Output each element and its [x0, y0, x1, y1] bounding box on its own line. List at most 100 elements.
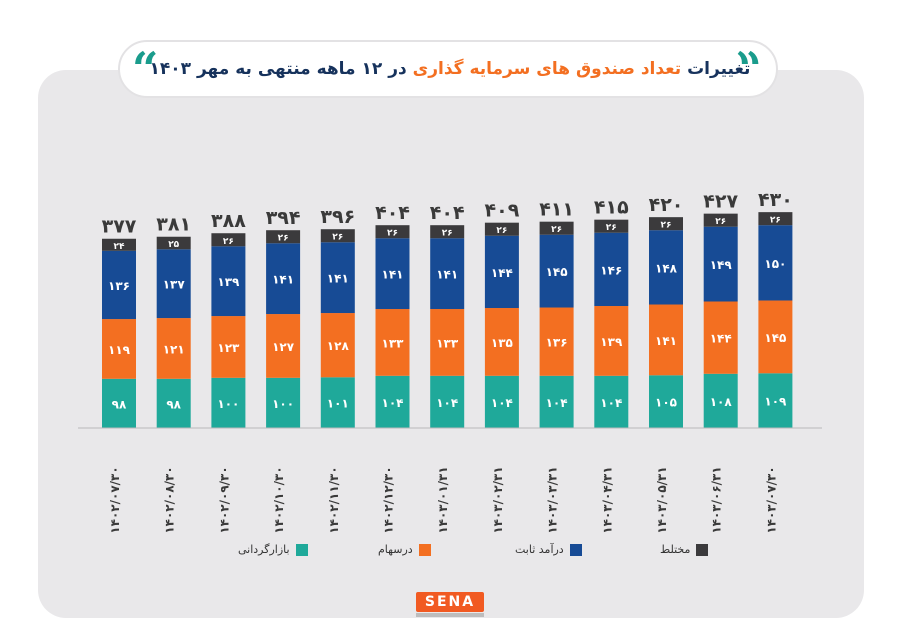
title-part-1: تغییرات	[687, 59, 751, 79]
data-label: ۱۴۱	[655, 334, 677, 348]
bar-segment	[758, 373, 793, 428]
bar-segment	[156, 318, 191, 379]
bar-segment	[484, 375, 519, 428]
bar-segment	[102, 378, 136, 428]
bar-segment	[102, 250, 136, 320]
bar-segment	[375, 238, 410, 310]
data-label: ۲۶	[387, 229, 398, 239]
data-label: ۱۰۸	[710, 395, 733, 409]
total-label: ۴۰۹	[485, 200, 520, 222]
x-tick-label: ۱۴۰۳/۰۷/۳۰	[764, 466, 778, 533]
total-label: ۳۹۶	[320, 206, 355, 228]
data-label: ۱۰۵	[655, 396, 677, 410]
data-label: ۱۴۸	[655, 261, 678, 275]
bar-segment	[102, 319, 136, 379]
total-label: ۳۷۷	[102, 216, 137, 238]
bar-segment	[156, 236, 191, 250]
bar-segment	[649, 217, 683, 231]
bar-segment	[539, 234, 574, 308]
data-label: ۱۰۱	[327, 397, 349, 411]
data-label: ۱۰۹	[764, 395, 787, 409]
bar-segment	[156, 249, 191, 319]
bar-segment	[266, 314, 301, 378]
x-tick-label: ۱۴۰۲/۱۱/۳۰	[327, 466, 341, 533]
data-label: ۱۳۶	[546, 336, 568, 350]
bar-segment	[484, 308, 519, 376]
bar-segment	[539, 375, 574, 428]
bar-segment	[320, 229, 355, 243]
data-label: ۲۶	[715, 217, 726, 227]
bar-segment	[430, 225, 465, 239]
total-label: ۴۳۰	[758, 189, 793, 211]
bar-segment	[430, 238, 465, 310]
total-label: ۴۱۱	[539, 199, 574, 221]
title-box	[118, 40, 778, 98]
bar-segment	[266, 230, 301, 244]
bar-segment	[320, 313, 355, 378]
total-label: ۳۹۴	[266, 207, 301, 229]
data-label: ۱۳۳	[382, 336, 405, 350]
data-label: ۲۶	[606, 223, 617, 233]
data-label: ۱۴۹	[710, 258, 733, 272]
bar-segment	[266, 377, 301, 428]
data-label: ۲۶	[332, 233, 343, 243]
bar-segment	[211, 246, 246, 317]
bar-segment	[703, 373, 738, 428]
bar-segment	[320, 377, 355, 428]
bar-segment	[594, 219, 629, 233]
bar-segment	[156, 378, 191, 428]
bar-segment	[430, 375, 465, 428]
bar-segment	[703, 301, 738, 374]
data-label: ۱۳۷	[163, 278, 186, 292]
x-tick-label: ۱۴۰۲/۱۲/۳۰	[382, 466, 396, 533]
data-label: ۱۵۰	[764, 257, 786, 271]
data-label: ۲۶	[223, 237, 234, 247]
data-label: ۱۰۴	[382, 396, 404, 410]
bar-segment	[539, 221, 574, 235]
data-label: ۲۴	[114, 242, 125, 252]
title-part-3: در ۱۲ ماهه منتهی به مهر ۱۴۰۳	[149, 59, 407, 79]
quote-open-icon: “	[132, 42, 159, 96]
bar-segment	[266, 243, 301, 315]
data-label: ۱۴۱	[382, 268, 404, 282]
bar-segment	[594, 306, 629, 376]
data-label: ۲۶	[551, 225, 562, 235]
data-label: ۱۲۳	[217, 341, 240, 355]
bar-segment	[649, 230, 683, 305]
data-label: ۱۰۴	[600, 396, 622, 410]
bar-segment	[539, 307, 574, 376]
bar-segment	[649, 304, 683, 376]
data-label: ۱۰۴	[436, 396, 458, 410]
data-label: ۱۰۰	[272, 397, 294, 411]
bar-segment	[758, 225, 793, 301]
data-label: ۱۱۹	[108, 343, 131, 357]
chart-title: تغییرات تعداد صندوق های سرمایه گذاری در …	[150, 40, 751, 98]
x-tick-label: ۱۴۰۳/۰۳/۳۱	[546, 466, 560, 533]
data-label: ۱۳۵	[491, 336, 513, 350]
total-label: ۴۰۴	[375, 202, 410, 224]
x-tick-label: ۱۴۰۲/۰۸/۳۰	[163, 466, 177, 533]
bar-segment	[484, 222, 519, 236]
total-label: ۴۰۴	[430, 202, 465, 224]
bar-segment	[594, 232, 629, 307]
bar-segment	[320, 242, 355, 314]
data-label: ۱۴۱	[436, 268, 458, 282]
data-label: ۱۴۴	[491, 266, 513, 280]
data-label: ۲۵	[168, 240, 179, 250]
data-label: ۱۴۵	[546, 265, 568, 279]
data-label: ۲۶	[770, 216, 781, 226]
data-label: ۹۸	[166, 397, 181, 411]
bar-segment	[211, 316, 246, 378]
x-tick-label: ۱۴۰۲/۱۰/۳۰	[272, 466, 286, 533]
bar-segment	[211, 233, 246, 247]
data-label: ۲۶	[661, 221, 672, 231]
bar-segment	[375, 375, 410, 428]
total-label: ۳۸۸	[211, 210, 246, 232]
x-tick-label: ۱۴۰۲/۰۹/۳۰	[217, 466, 231, 533]
data-label: ۱۴۱	[327, 272, 349, 286]
total-label: ۴۱۵	[594, 197, 629, 219]
data-label: ۱۰۴	[491, 396, 513, 410]
x-tick-label: ۱۴۰۳/۰۲/۳۱	[491, 466, 505, 533]
bar-segment	[430, 309, 465, 376]
